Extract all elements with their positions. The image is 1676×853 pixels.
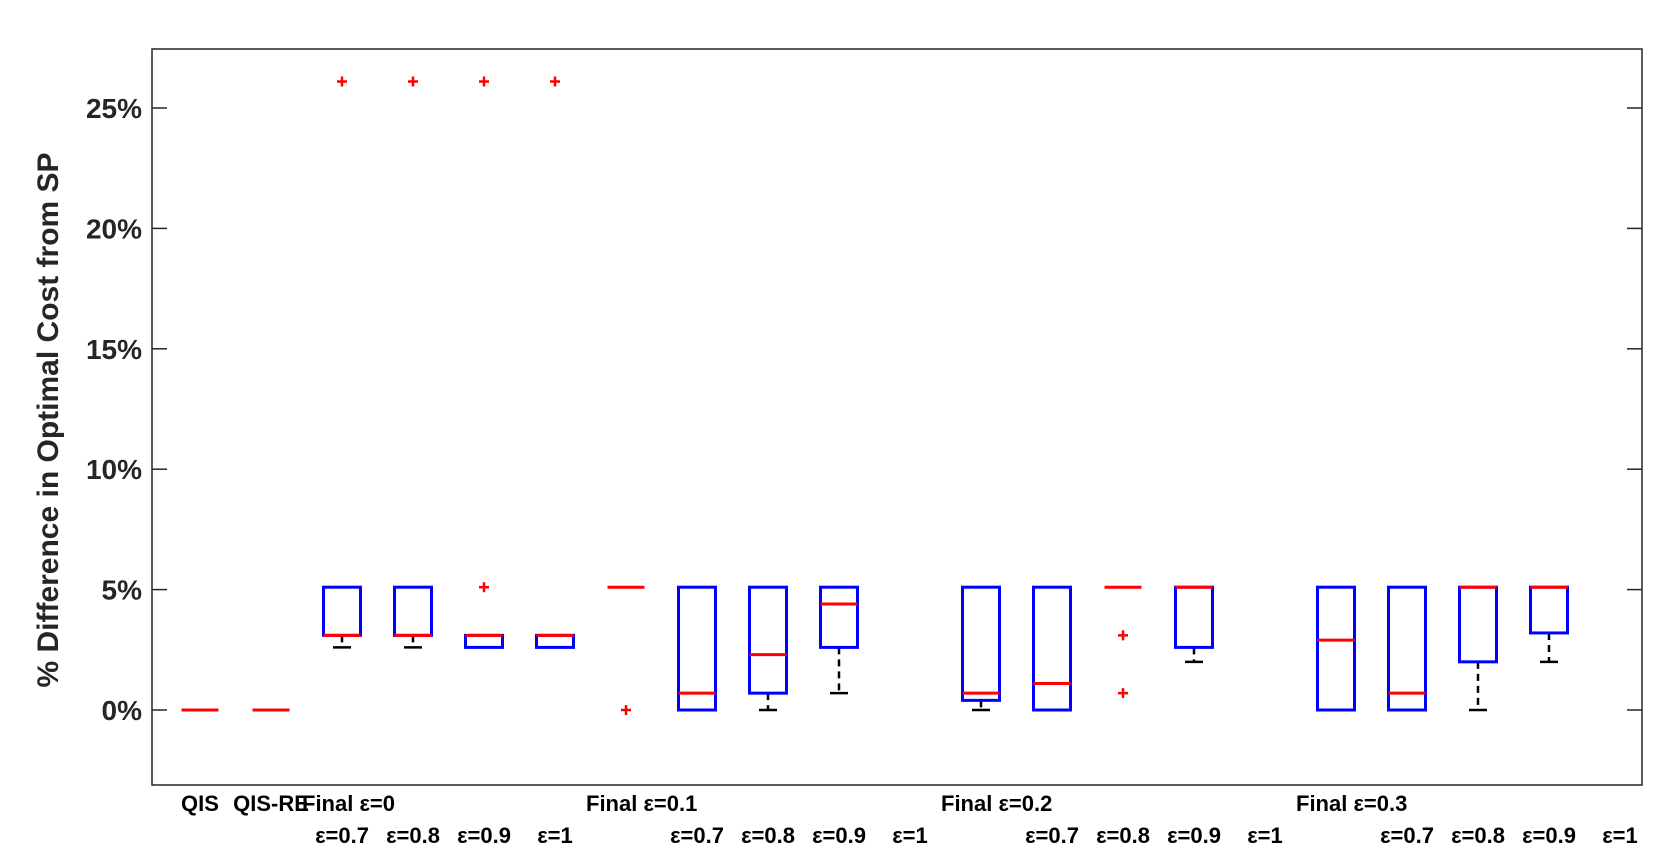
x-category-sublabel: ε=1 <box>537 823 573 848</box>
x-category-sublabel: ε=1 <box>1247 823 1283 848</box>
y-axis: 0% 5% 10% 15% 20% 25% <box>86 93 1642 726</box>
box-6 <box>607 585 645 715</box>
box-14 <box>1174 585 1214 664</box>
x-category-sublabel: ε=1 <box>1602 823 1638 848</box>
y-tick-label: 25% <box>86 93 142 124</box>
x-category-sublabel: ε=0.8 <box>741 823 795 848</box>
x-category-label: Final ε=0.3 <box>1296 791 1407 816</box>
boxes-layer <box>181 76 1569 715</box>
box-body <box>322 585 362 637</box>
y-tick-label: 5% <box>102 575 143 606</box>
x-category-label: QIS <box>181 791 219 816</box>
x-category-sublabel: ε=0.8 <box>386 823 440 848</box>
box-9 <box>819 585 859 695</box>
box-3 <box>393 76 433 649</box>
box-body <box>819 585 859 649</box>
y-tick-label: 0% <box>102 695 143 726</box>
box-body <box>748 585 788 695</box>
box-2 <box>322 76 362 649</box>
y-tick-label: 15% <box>86 334 142 365</box>
box-body <box>1316 585 1356 712</box>
x-category-label: Final ε=0 <box>302 791 395 816</box>
y-tick-label: 20% <box>86 213 142 244</box>
box-19 <box>1529 585 1569 664</box>
box-4 <box>464 76 504 649</box>
x-category-sublabel: ε=0.7 <box>1380 823 1434 848</box>
x-category-sublabel: ε=0.9 <box>812 823 866 848</box>
box-body <box>1458 585 1498 664</box>
x-category-sublabel: ε=0.7 <box>315 823 369 848</box>
x-category-sublabel: ε=0.8 <box>1451 823 1505 848</box>
x-category-sublabel: ε=0.7 <box>670 823 724 848</box>
box-16 <box>1316 585 1356 712</box>
x-category-sublabel: ε=1 <box>892 823 928 848</box>
box-5 <box>535 76 575 649</box>
box-7 <box>677 585 717 712</box>
box-13 <box>1104 585 1142 699</box>
box-17 <box>1387 585 1427 712</box>
box-body <box>1032 585 1072 712</box>
y-tick-label: 10% <box>86 454 142 485</box>
x-category-sublabel: ε=0.8 <box>1096 823 1150 848</box>
box-11 <box>961 585 1001 712</box>
plot-frame <box>151 48 1643 786</box>
x-category-sublabel: ε=0.9 <box>1167 823 1221 848</box>
x-category-sublabel: ε=0.7 <box>1025 823 1079 848</box>
box-body <box>535 633 575 649</box>
box-8 <box>748 585 788 712</box>
box-12 <box>1032 585 1072 712</box>
box-body <box>464 633 504 649</box>
box-body <box>677 585 717 712</box>
box-body <box>961 585 1001 702</box>
box-18 <box>1458 585 1498 712</box>
y-axis-label: % Difference in Optimal Cost from SP <box>32 152 65 687</box>
x-category-label: Final ε=0.2 <box>941 791 1052 816</box>
box-body <box>1529 585 1569 635</box>
box-body <box>393 585 433 637</box>
x-category-label: QIS-RE <box>233 791 309 816</box>
box-body <box>1174 585 1214 649</box>
x-category-sublabel: ε=0.9 <box>1522 823 1576 848</box>
x-category-label: Final ε=0.1 <box>586 791 697 816</box>
x-category-sublabel: ε=0.9 <box>457 823 511 848</box>
box-body <box>1387 585 1427 712</box>
